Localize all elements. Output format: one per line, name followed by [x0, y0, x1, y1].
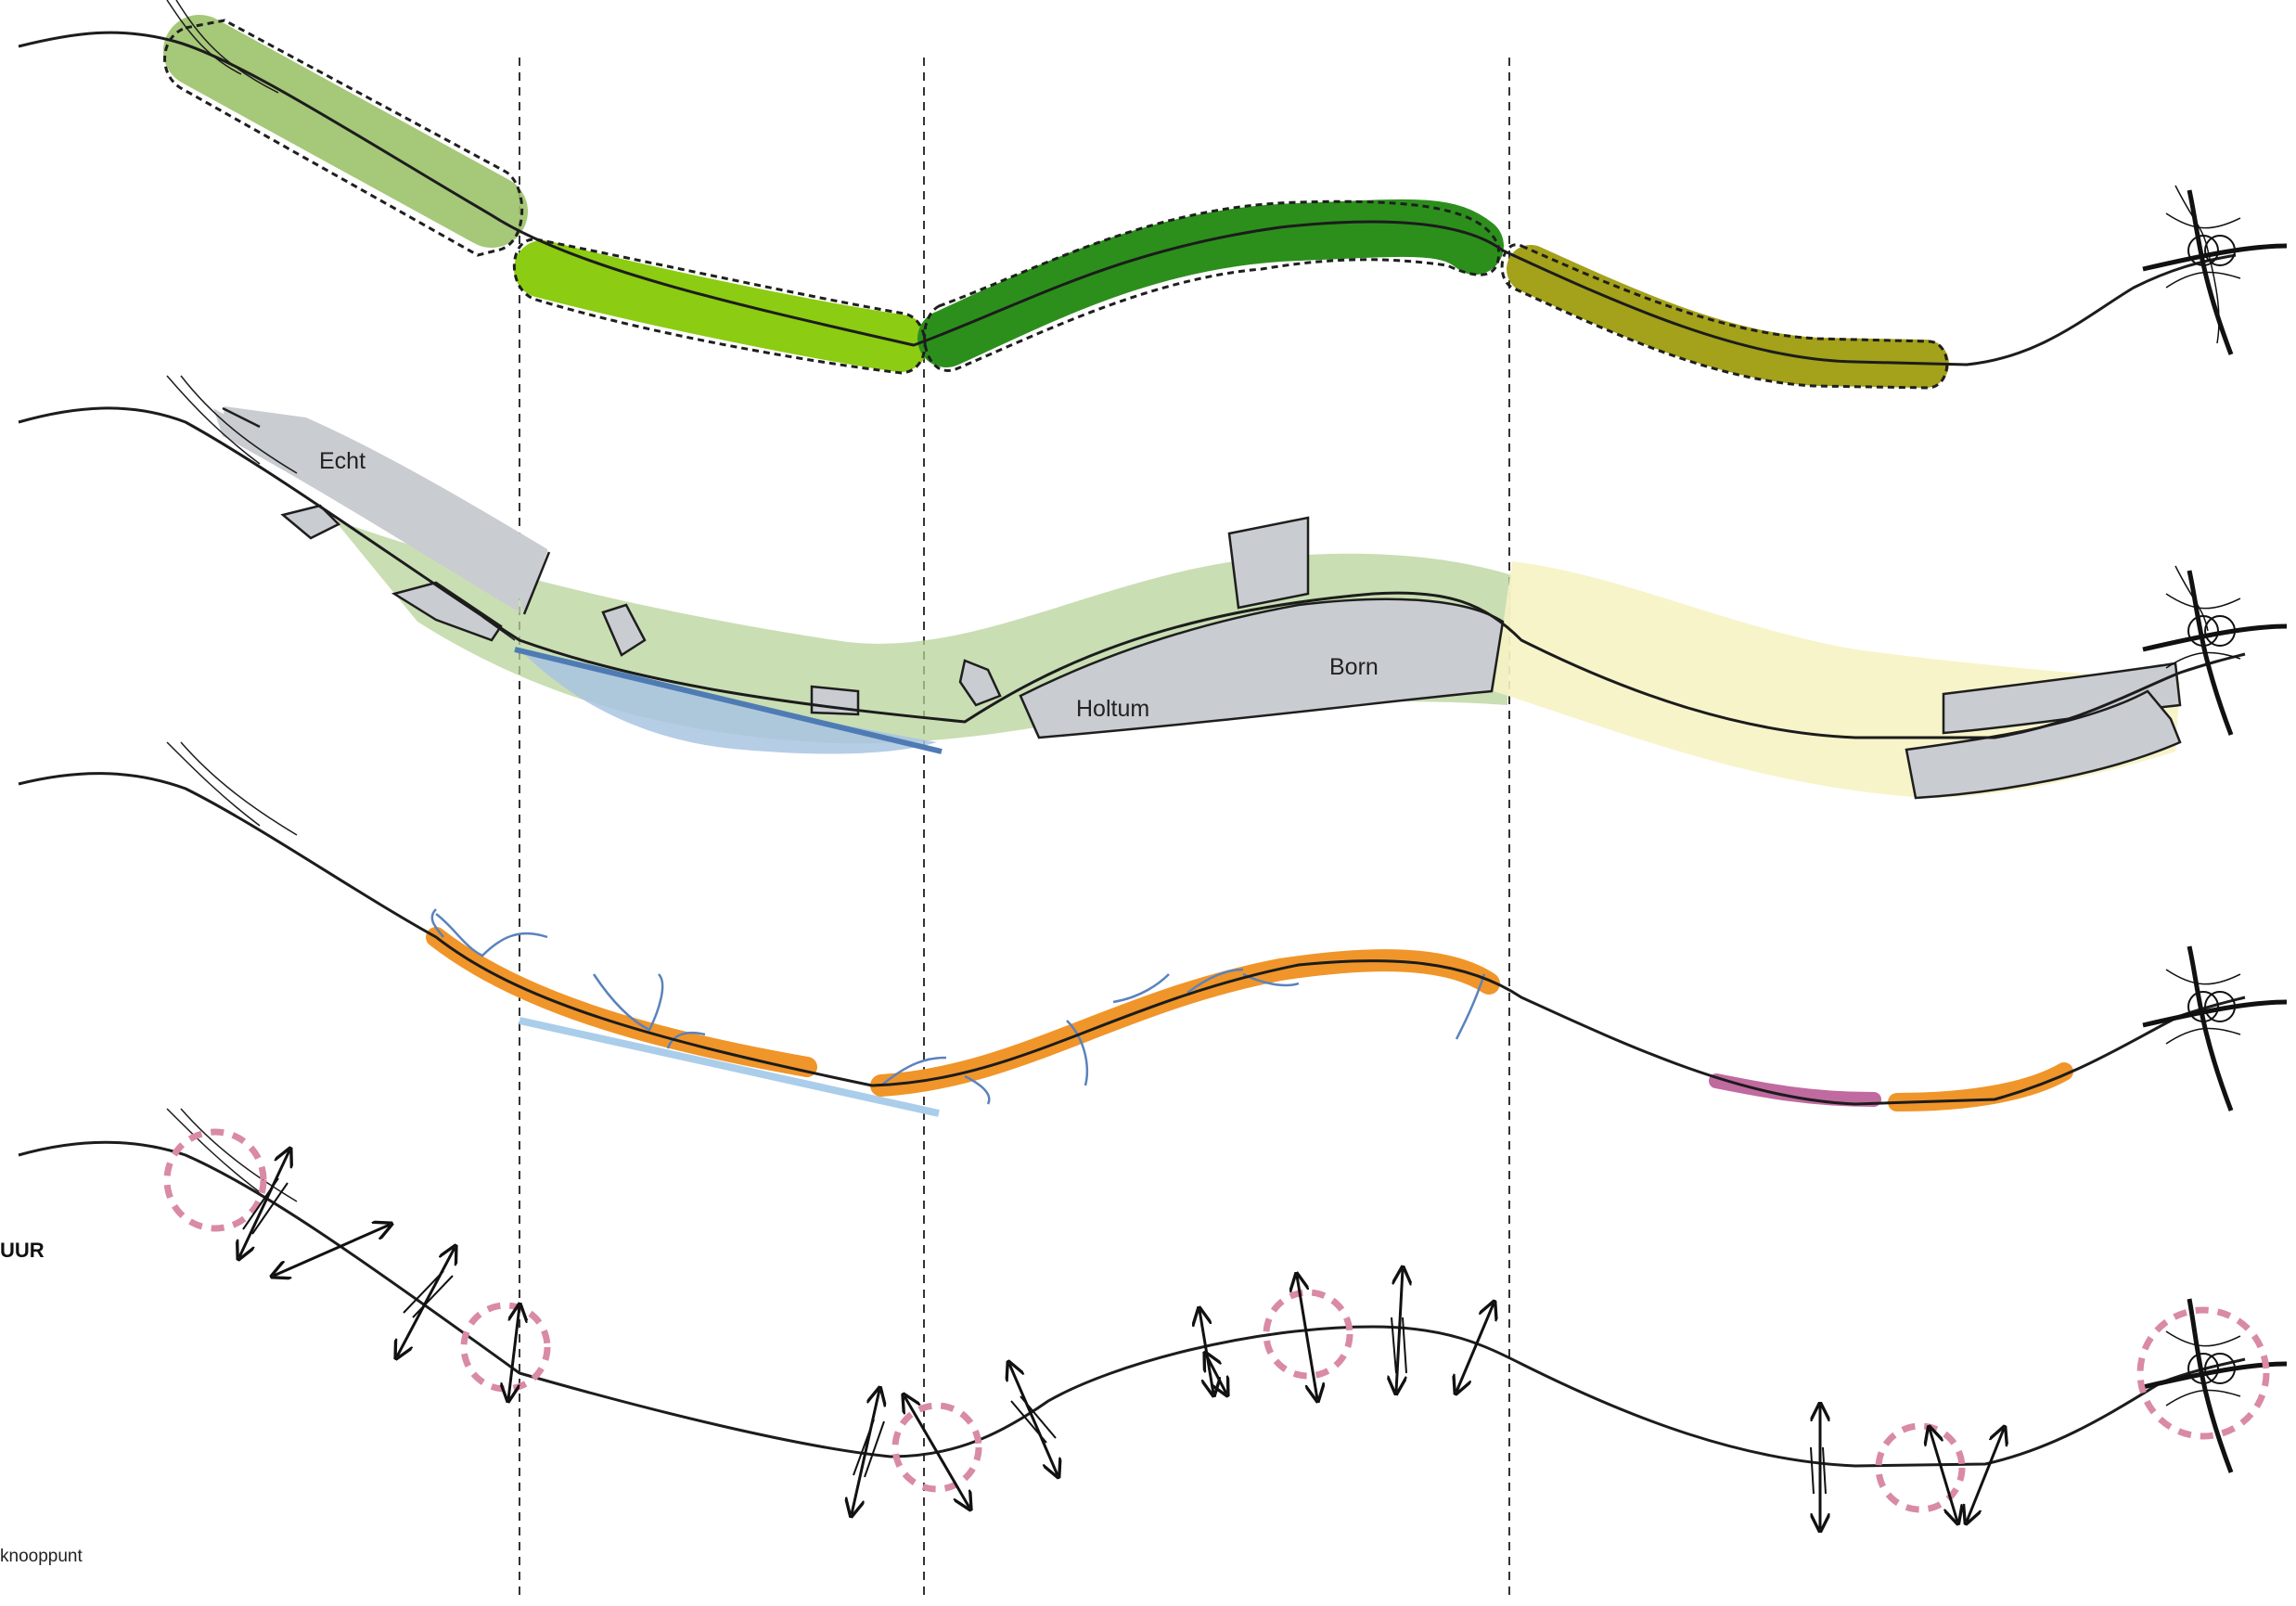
- bridge-ticks: [242, 1177, 1827, 1495]
- zone-olive: [1507, 245, 1949, 388]
- purple-strip: [1709, 1073, 1881, 1107]
- row-1-zones: [163, 15, 1949, 390]
- crossing-arrows: [239, 1150, 2004, 1529]
- row-2-landuse: [213, 406, 2182, 800]
- row-3-road: [18, 741, 2246, 1106]
- urban-born-block: [1227, 516, 1310, 610]
- crossing-arrow-icon: [1206, 1355, 1226, 1394]
- water-line: [514, 647, 943, 754]
- urban-areas: [213, 406, 2182, 800]
- urban-holtum-born: [1019, 597, 1505, 739]
- crossing-arrow-icon: [852, 1390, 879, 1514]
- row-4-road: [18, 1108, 2246, 1468]
- crossing-arrow-icon: [1456, 1304, 1494, 1392]
- interchange-row4: [2142, 1298, 2288, 1473]
- label-born: Born: [1329, 654, 1379, 680]
- crossing-arrow-icon: [904, 1396, 969, 1508]
- interchange-row2: [2142, 565, 2288, 736]
- orange-strip-east: [1888, 1062, 2073, 1111]
- knot-circles: [163, 1128, 2270, 1513]
- streams: [430, 908, 1486, 1105]
- label-echt: Echt: [319, 448, 366, 474]
- crossing-arrow-icon: [397, 1248, 455, 1356]
- section-dividers: [519, 58, 1510, 1601]
- orange-strip-middle: [870, 949, 1500, 1097]
- row-3-strips: [426, 908, 2073, 1117]
- crossing-arrow-icon: [1199, 1310, 1213, 1394]
- interchange-row1: [2142, 185, 2288, 355]
- knot-circle-icon: [1263, 1289, 1353, 1380]
- section-title-fragment: UUR: [0, 1239, 45, 1262]
- knot-circle-icon: [460, 1302, 551, 1393]
- interchange-row3: [2142, 945, 2288, 1111]
- knot-circle-icon: [891, 1402, 982, 1493]
- orange-strip-west: [426, 927, 817, 1077]
- crossing-arrow-icon: [1297, 1276, 1317, 1399]
- legend-fragment: knooppunt: [0, 1547, 83, 1566]
- crossing-arrow-icon: [1930, 1429, 1957, 1522]
- label-holtum: Holtum: [1076, 696, 1150, 722]
- zone-lime: [514, 240, 929, 372]
- light-blue-line: [519, 1017, 940, 1117]
- crossing-arrow-icon: [1396, 1269, 1403, 1392]
- crossing-arrow-icon: [274, 1225, 390, 1276]
- knot-circle-icon: [2136, 1306, 2270, 1440]
- zone-outlines: [163, 19, 1949, 390]
- urban-east-1: [1942, 662, 2182, 735]
- row-2-road: [18, 375, 2246, 739]
- crossing-arrow-icon: [1967, 1429, 2004, 1522]
- crossing-arrow-icon: [1009, 1364, 1058, 1475]
- knot-circle-icon: [163, 1128, 267, 1232]
- urban-echt-south: [280, 504, 341, 540]
- row-1-road: [18, 0, 2237, 366]
- crossing-arrow-icon: [239, 1150, 289, 1257]
- zone-dark-green: [917, 199, 1504, 367]
- crossing-arrow-icon: [508, 1306, 519, 1399]
